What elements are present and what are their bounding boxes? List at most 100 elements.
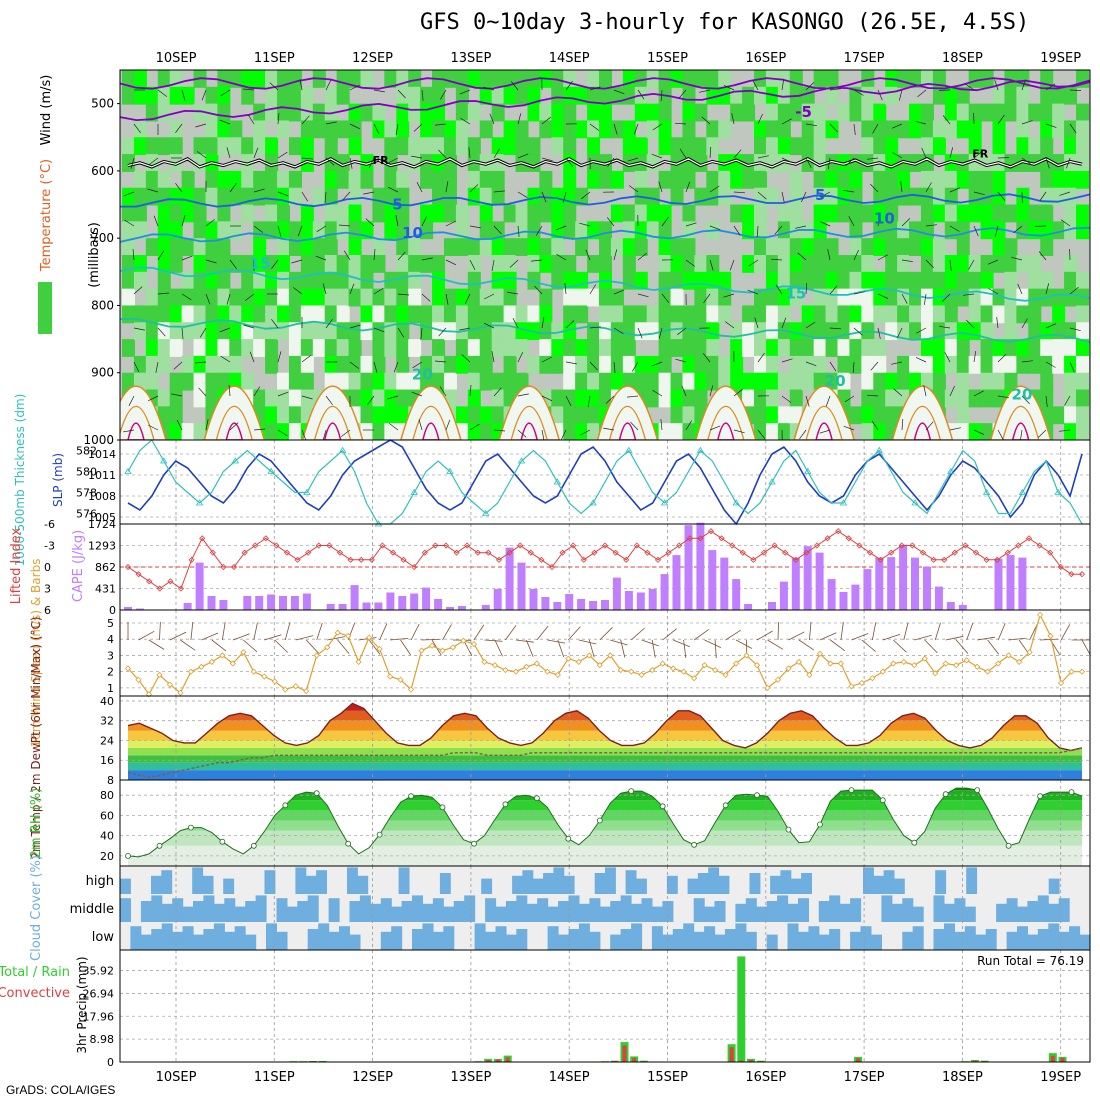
rh-cell: [575, 406, 588, 424]
cloud-cell: [1017, 926, 1028, 950]
rh-cell: [468, 272, 481, 290]
rh-cell: [468, 238, 481, 256]
rh-cell: [289, 339, 302, 357]
rh-cell: [885, 305, 898, 323]
rh-cell: [325, 356, 338, 374]
cloud-cell: [151, 895, 162, 922]
wind-barb-10m: [317, 623, 323, 640]
rh-cell: [492, 373, 505, 391]
rh-cell: [778, 221, 791, 239]
rh-cell: [861, 423, 874, 441]
rh-cell: [659, 221, 672, 239]
rh-cell: [468, 373, 481, 391]
rh-cell: [325, 205, 338, 223]
rh-cell: [194, 255, 207, 273]
temp-tick-label: 8: [107, 774, 114, 787]
rh-cell: [480, 339, 493, 357]
rh-cell: [969, 272, 982, 290]
rh-cell: [981, 171, 994, 189]
rh-cell: [778, 423, 791, 441]
rh-cell: [1028, 289, 1041, 307]
precip-tick-label: 8.98: [90, 1033, 115, 1046]
rh-cell: [492, 171, 505, 189]
cloud-cell: [698, 873, 709, 894]
rh-cell: [408, 339, 421, 357]
wind-barb-10m: [872, 622, 875, 640]
rh-cell: [849, 171, 862, 189]
rh-cell: [671, 137, 684, 155]
rh-cell: [1040, 272, 1053, 290]
wind-barb-10m: [935, 623, 940, 640]
rh-cell: [217, 104, 230, 122]
cape-bar: [744, 604, 752, 610]
rh-cell: [265, 356, 278, 374]
rh-cell: [802, 87, 815, 105]
rh-cell: [396, 272, 409, 290]
wind-barb-10m: [1082, 640, 1091, 656]
rh-cell: [122, 188, 135, 206]
cloud-cell: [829, 929, 840, 950]
rh-cell: [420, 87, 433, 105]
date-label-bottom: 19SEP: [1040, 1070, 1081, 1085]
rh-marker: [314, 791, 319, 796]
rh-cell: [694, 137, 707, 155]
rh-cell: [194, 205, 207, 223]
rh-cell: [682, 322, 695, 340]
wind-barb-10m: [212, 640, 226, 651]
contour-label: FR: [373, 154, 390, 167]
cloud-cell: [861, 926, 872, 950]
rh-cell: [1028, 255, 1041, 273]
rh-cell: [778, 339, 791, 357]
rh-cell: [933, 272, 946, 290]
rh-cell: [492, 339, 505, 357]
rh-cell: [814, 238, 827, 256]
rh-tick-label: 60: [100, 809, 114, 822]
rh-cell: [361, 70, 374, 88]
wind-speed-marker: [199, 664, 204, 669]
rh-cell: [969, 205, 982, 223]
cape-bar: [661, 574, 669, 610]
rh-cell: [635, 137, 648, 155]
rh-cell: [516, 322, 529, 340]
rh-cell: [1004, 255, 1017, 273]
rh-cell: [993, 238, 1006, 256]
cape-tick-label: 1293: [88, 540, 116, 553]
rh-cell: [504, 356, 517, 374]
cloud-cell: [172, 898, 183, 922]
wind-tick-label: 5: [107, 617, 114, 630]
rh-cell: [635, 305, 648, 323]
rh-cell: [957, 423, 970, 441]
rh-cell: [993, 373, 1006, 391]
rh-cell: [647, 322, 660, 340]
rh-marker: [283, 803, 288, 808]
rh-cell: [241, 289, 254, 307]
rh-cell: [468, 339, 481, 357]
rh-marker: [755, 793, 760, 798]
wind-speed-marker: [524, 664, 529, 669]
rh-cell: [945, 205, 958, 223]
rh-cell: [671, 305, 684, 323]
rh-cell: [349, 171, 362, 189]
rh-cell: [623, 255, 636, 273]
cape-axis-label: CAPE (J/kg): [71, 530, 86, 602]
wind-barb-10m: [191, 622, 193, 640]
cape-bar: [422, 588, 430, 610]
rh-cell: [158, 137, 171, 155]
cloud-cell: [265, 870, 276, 894]
rh-cell: [182, 238, 195, 256]
rh-cell: [527, 305, 540, 323]
rh-cell: [599, 221, 612, 239]
rh-cell: [909, 238, 922, 256]
rh-cell: [134, 188, 147, 206]
rh-cell: [289, 70, 302, 88]
cloud-cell: [412, 929, 423, 950]
wind-barb-10m: [610, 640, 627, 645]
rh-cell: [229, 137, 242, 155]
rh-cell: [504, 238, 517, 256]
cloud-cell: [579, 904, 590, 922]
rh-cell: [1016, 104, 1029, 122]
rh-cell: [384, 171, 397, 189]
cloud-cell: [277, 932, 288, 950]
